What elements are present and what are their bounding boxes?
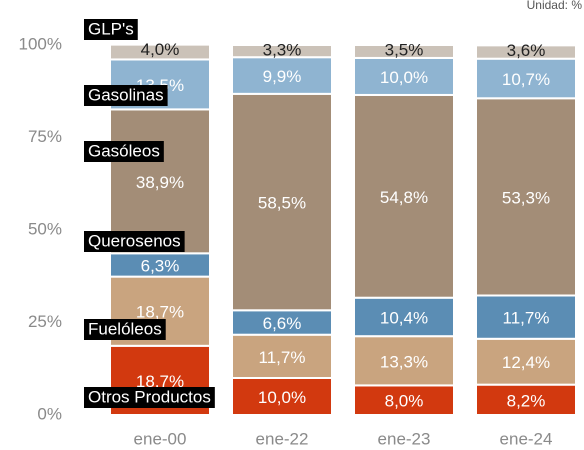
series-label: GLP's [84,19,138,40]
bar-segment [109,108,211,255]
series-label: Otros Productos [84,387,215,408]
data-label: 10,0% [380,68,428,87]
data-label: 18,7% [136,303,184,322]
bar-segment [231,44,333,59]
x-tick-label: ene-23 [378,429,431,448]
series-label: Fuelóleos [84,319,166,340]
series-label-text: Gasóleos [88,141,160,160]
bar-segment [353,44,455,59]
x-tick-label: ene-00 [134,429,187,448]
series-label: Gasóleos [84,141,164,162]
bar-segment [475,97,577,297]
chart-subtitle: Unidad: % [527,0,583,12]
bar-segment [475,337,577,386]
data-label: 18,7% [136,372,184,391]
bar-segment [353,384,455,416]
series-label-box [84,19,138,40]
bar-segment [475,383,577,417]
series-label-text: GLP's [88,19,134,38]
y-tick-label: 0% [37,404,62,423]
series-label-text: Querosenos [88,231,181,250]
series-label: Querosenos [84,231,185,252]
data-label: 13,3% [380,352,428,371]
data-label: 54,8% [380,188,428,207]
data-label: 11,7% [503,309,550,328]
data-label: 6,3% [141,256,180,275]
y-tick-label: 50% [28,219,62,238]
series-label-box [84,231,185,252]
data-label: 3,3% [263,40,302,59]
data-label: 4,0% [141,40,180,59]
data-label: 3,6% [507,41,546,60]
data-label: 58,5% [258,194,306,213]
bar-segment [475,57,577,100]
bar-segment [353,93,455,299]
data-label: 8,2% [507,391,546,410]
series-label-box [84,85,168,106]
series-label: Gasolinas [84,85,168,106]
data-label: 6,6% [263,314,302,333]
x-tick-label: ene-24 [500,429,553,448]
data-label: 10,4% [380,308,428,327]
y-tick-label: 100% [19,34,62,53]
series-label-text: Gasolinas [88,85,164,104]
data-label: 9,9% [263,67,302,86]
series-label-box [84,387,215,408]
data-label: 8,0% [385,392,424,411]
bar-segment [353,296,455,338]
series-label-box [84,319,166,340]
data-label: 53,3% [502,188,550,207]
y-tick-label: 25% [28,312,62,331]
data-label: 12,4% [502,353,550,372]
bar-segment [475,294,577,340]
data-label: 38,9% [136,173,184,192]
bar-segment [231,377,333,416]
series-label-text: Otros Productos [88,387,211,406]
bar-segment [109,43,211,61]
data-label: 10,0% [258,388,306,407]
x-tick-label: ene-22 [256,429,309,448]
series-label-box [84,141,164,162]
data-label: 3,5% [385,40,424,59]
bar-segment [475,44,577,60]
y-tick-label: 75% [28,127,62,146]
data-label: 11,7% [259,348,306,367]
data-label: 10,7% [502,70,550,89]
bar-segment [353,56,455,96]
series-label-text: Fuelóleos [88,319,162,338]
bar-segment [231,92,333,312]
